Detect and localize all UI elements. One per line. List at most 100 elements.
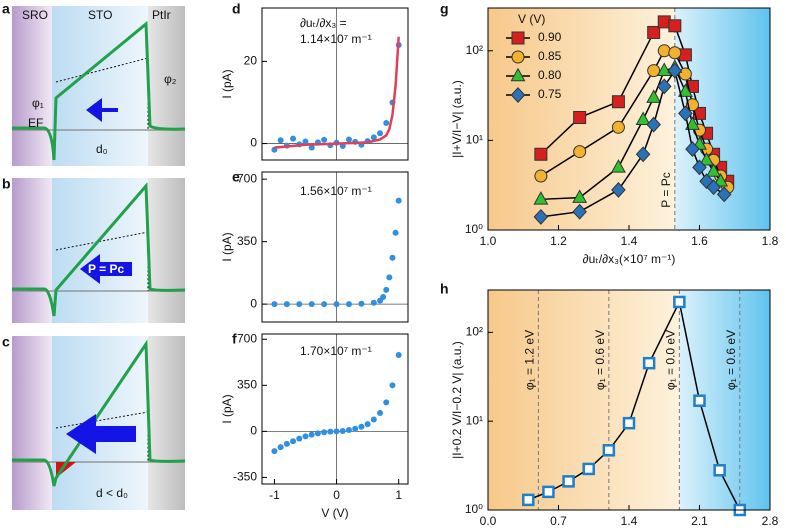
marker (635, 146, 651, 163)
legend-title: V (V) (518, 12, 545, 26)
x-tick-label: 0.7 (550, 514, 567, 526)
marker (713, 464, 726, 477)
marker (685, 141, 700, 158)
marker (377, 409, 384, 416)
y-tick-label: 0 (250, 296, 257, 310)
marker (321, 429, 328, 436)
y-tick-label: 350 (237, 377, 257, 391)
marker (370, 134, 377, 141)
y-tick-label: 0 (250, 424, 257, 438)
annotation: 1.70×10⁷ m⁻¹ (300, 344, 372, 358)
panel-label: f (232, 331, 237, 347)
x-tick-label: 1.8 (762, 234, 779, 248)
marker (533, 208, 549, 225)
marker (706, 179, 721, 196)
marker (534, 147, 548, 161)
y-tick-label: 10² (466, 43, 483, 57)
marker (383, 399, 390, 406)
marker (345, 136, 352, 143)
marker (713, 173, 729, 187)
marker (308, 144, 315, 151)
fermi-label: EF (28, 116, 43, 130)
marker (642, 356, 656, 370)
legend-marker (510, 67, 526, 82)
marker (358, 300, 365, 307)
x-tick-label: 0.0 (480, 514, 497, 526)
marker (364, 421, 371, 428)
plot-frame (261, 171, 409, 323)
marker (314, 430, 321, 437)
x-tick-label: 1.4 (621, 234, 638, 248)
y-tick-label: 10¹ (466, 133, 483, 147)
annotation: 1.56×10⁷ m⁻¹ (300, 184, 372, 198)
marker (380, 294, 387, 300)
region-label: PtIr (152, 8, 171, 22)
marker (296, 301, 303, 308)
marker (622, 416, 636, 430)
panel-label: b (2, 176, 11, 192)
x-tick-label: 1.6 (691, 234, 708, 248)
marker (339, 427, 346, 434)
marker (283, 440, 290, 447)
marker (657, 44, 671, 58)
marker (693, 394, 706, 407)
y-tick-label: -350 (233, 470, 257, 484)
marker (572, 203, 587, 220)
marker (685, 116, 700, 130)
panel-label: h (440, 281, 449, 297)
marker (290, 135, 297, 142)
marker (333, 428, 340, 435)
x-tick-label: 1 (395, 488, 402, 502)
y-axis-label: |I+V/I−V| (a.u.) (450, 80, 464, 158)
marker (699, 152, 714, 166)
marker (647, 64, 661, 78)
marker (716, 186, 732, 203)
marker (699, 173, 714, 190)
y-tick-label: 700 (237, 331, 257, 345)
y-tick-label: 10⁰ (465, 222, 483, 236)
marker (277, 137, 284, 144)
marker (656, 62, 672, 76)
marker (533, 191, 549, 205)
y-tick-label: 10² (466, 325, 483, 339)
x-tick-label: 2.8 (762, 514, 779, 526)
reference-label: φ₁ = 0.6 eV (724, 330, 738, 390)
marker (602, 444, 616, 457)
legend-label: 0.80 (538, 68, 562, 82)
y-axis-label: I (pA) (220, 69, 234, 98)
legend-label: 0.75 (538, 87, 562, 101)
marker (582, 462, 595, 476)
marker (345, 301, 352, 308)
x-tick-label: 1.2 (550, 234, 567, 248)
y-tick-label: 350 (237, 234, 257, 248)
marker (321, 301, 328, 308)
marker (395, 352, 402, 359)
legend-label: 0.90 (538, 30, 562, 44)
plot-frame (261, 7, 409, 161)
x-tick-label: -1 (269, 488, 280, 502)
marker (667, 62, 683, 79)
marker (646, 89, 662, 103)
width-label: d₀ (96, 142, 108, 156)
marker (302, 433, 309, 440)
diagram-a: SRO STO PtIr φ₁ φ₂ EF d₀ (12, 6, 186, 166)
marker (392, 229, 399, 236)
y-tick-label: 700 (237, 171, 257, 185)
diagram-b: P = Pc (12, 178, 186, 323)
marker (573, 111, 587, 125)
marker (573, 145, 587, 159)
region-label: STO (88, 8, 112, 22)
marker (635, 111, 651, 126)
background (679, 290, 770, 510)
x-axis-label: ∂uₜ/∂x₃(×10⁷ m⁻¹) (583, 252, 676, 266)
reference-label: φ₁ = 0.0 eV (664, 330, 678, 390)
x-tick-label: 1.4 (621, 514, 638, 526)
marker (678, 105, 693, 122)
plot-frame (487, 289, 771, 511)
reference-label: φ₁ = 0.6 eV (593, 330, 607, 390)
annotation: 1.14×10⁷ m⁻¹ (300, 32, 372, 46)
marker (352, 425, 359, 432)
marker (693, 106, 706, 120)
marker (370, 416, 377, 423)
marker (327, 428, 334, 435)
